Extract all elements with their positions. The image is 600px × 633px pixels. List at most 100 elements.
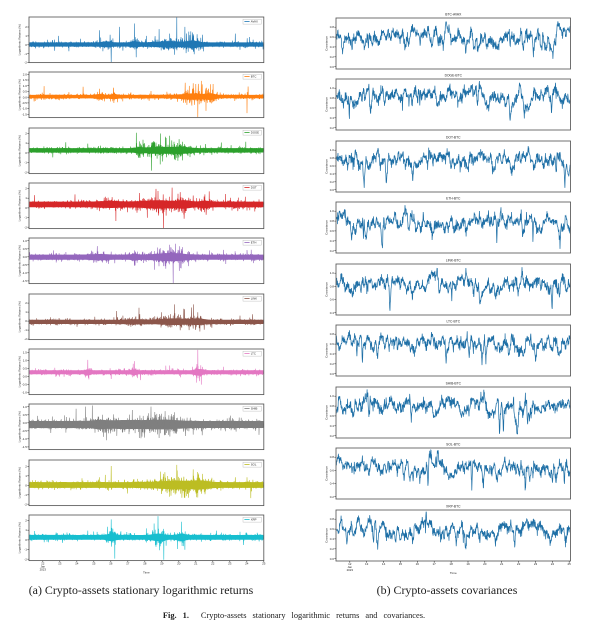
svg-text:0.2: 0.2 xyxy=(330,433,335,437)
svg-text:0.4: 0.4 xyxy=(330,171,335,175)
svg-text:Logarithmic Returns (%): Logarithmic Returns (%) xyxy=(18,246,22,277)
svg-text:-1.0: -1.0 xyxy=(22,437,28,441)
svg-text:18: 18 xyxy=(450,562,454,566)
svg-text:1.0: 1.0 xyxy=(23,239,28,243)
svg-text:0.6: 0.6 xyxy=(330,229,335,233)
svg-text:15: 15 xyxy=(92,562,96,566)
svg-text:1: 1 xyxy=(25,310,27,314)
svg-text:Logarithmic Returns (%): Logarithmic Returns (%) xyxy=(18,301,22,332)
svg-text:AVAX: AVAX xyxy=(251,20,258,24)
svg-text:SOL: SOL xyxy=(251,462,257,466)
svg-text:Covariance: Covariance xyxy=(325,466,329,481)
svg-text:13: 13 xyxy=(58,562,62,566)
svg-text:1.0: 1.0 xyxy=(23,405,28,409)
svg-text:-1: -1 xyxy=(24,52,27,56)
svg-text:0.4: 0.4 xyxy=(330,45,335,49)
svg-text:21: 21 xyxy=(500,562,504,566)
svg-text:-1.5: -1.5 xyxy=(22,445,28,449)
svg-text:DOT: DOT xyxy=(251,186,257,190)
svg-text:Covariance: Covariance xyxy=(325,281,329,296)
svg-text:1: 1 xyxy=(25,474,27,478)
svg-text:1.0: 1.0 xyxy=(330,394,335,398)
svg-text:0.0: 0.0 xyxy=(23,421,28,425)
svg-text:0.8: 0.8 xyxy=(330,332,335,336)
svg-text:Logarithmic Returns (%): Logarithmic Returns (%) xyxy=(18,135,22,166)
svg-text:0.8: 0.8 xyxy=(330,284,335,288)
svg-text:0.6: 0.6 xyxy=(330,414,335,418)
svg-text:Jan: Jan xyxy=(41,565,46,569)
svg-text:0.2: 0.2 xyxy=(330,495,335,499)
svg-text:25: 25 xyxy=(262,562,266,566)
svg-text:0.0: 0.0 xyxy=(330,64,335,68)
svg-text:0.6: 0.6 xyxy=(330,164,335,168)
svg-text:19: 19 xyxy=(467,562,471,566)
svg-text:LINK-BTC: LINK-BTC xyxy=(446,258,462,262)
svg-text:Covariance: Covariance xyxy=(325,158,329,173)
svg-text:1.0: 1.0 xyxy=(330,86,335,90)
svg-text:2023: 2023 xyxy=(347,567,354,571)
svg-text:0.2: 0.2 xyxy=(330,179,335,183)
svg-text:0.4: 0.4 xyxy=(330,116,335,120)
svg-text:-2: -2 xyxy=(24,225,27,229)
svg-text:Logarithmic Returns (%): Logarithmic Returns (%) xyxy=(18,24,22,55)
svg-text:Jan: Jan xyxy=(348,565,353,569)
svg-text:0.4: 0.4 xyxy=(330,310,335,314)
svg-text:0.0: 0.0 xyxy=(23,96,28,100)
svg-text:BTC-AVAX: BTC-AVAX xyxy=(445,12,462,16)
svg-text:DOGE: DOGE xyxy=(251,130,259,134)
svg-text:1.0: 1.0 xyxy=(330,271,335,275)
svg-text:Covariance: Covariance xyxy=(325,404,329,419)
svg-text:0: 0 xyxy=(25,483,27,487)
svg-text:-1: -1 xyxy=(24,493,27,497)
svg-text:0.6: 0.6 xyxy=(330,342,335,346)
svg-text:1.0: 1.0 xyxy=(23,359,28,363)
svg-text:18: 18 xyxy=(143,562,147,566)
svg-text:0: 0 xyxy=(25,319,27,323)
svg-text:-1: -1 xyxy=(24,160,27,164)
svg-text:25: 25 xyxy=(568,562,572,566)
svg-text:Logarithmic Returns (%): Logarithmic Returns (%) xyxy=(18,79,22,110)
svg-text:23: 23 xyxy=(534,562,538,566)
svg-text:Covariance: Covariance xyxy=(325,35,329,50)
svg-text:0.8: 0.8 xyxy=(330,404,335,408)
svg-text:0.0: 0.0 xyxy=(330,187,335,191)
svg-text:0: 0 xyxy=(25,538,27,542)
svg-text:ETH: ETH xyxy=(251,241,257,245)
svg-text:SHIB: SHIB xyxy=(251,407,258,411)
svg-text:-1: -1 xyxy=(24,548,27,552)
svg-text:12: 12 xyxy=(41,562,45,566)
svg-text:14: 14 xyxy=(382,562,386,566)
svg-text:-1.0: -1.0 xyxy=(22,390,28,394)
svg-text:DOT-BTC: DOT-BTC xyxy=(446,135,461,139)
svg-text:0: 0 xyxy=(25,151,27,155)
svg-text:-2: -2 xyxy=(24,170,27,174)
svg-text:2: 2 xyxy=(25,519,27,523)
svg-text:0: 0 xyxy=(25,43,27,47)
svg-text:LTC: LTC xyxy=(251,352,256,356)
svg-text:0.6: 0.6 xyxy=(330,35,335,39)
svg-text:-0.5: -0.5 xyxy=(22,263,28,267)
svg-text:0.6: 0.6 xyxy=(330,106,335,110)
svg-text:17: 17 xyxy=(126,562,130,566)
svg-text:22: 22 xyxy=(211,562,215,566)
svg-text:-2: -2 xyxy=(24,61,27,65)
svg-text:-0.5: -0.5 xyxy=(22,101,28,105)
svg-text:1.0: 1.0 xyxy=(330,148,335,152)
svg-text:13: 13 xyxy=(365,562,369,566)
svg-text:LINK: LINK xyxy=(251,296,257,300)
svg-text:-2: -2 xyxy=(24,337,27,341)
svg-text:24: 24 xyxy=(551,562,555,566)
svg-text:Covariance: Covariance xyxy=(325,97,329,112)
svg-text:12: 12 xyxy=(348,562,352,566)
svg-text:Covariance: Covariance xyxy=(325,343,329,358)
svg-text:-1: -1 xyxy=(24,328,27,332)
svg-text:0.4: 0.4 xyxy=(330,423,335,427)
svg-text:-1.5: -1.5 xyxy=(22,113,28,117)
svg-text:20: 20 xyxy=(177,562,181,566)
svg-text:Covariance: Covariance xyxy=(325,527,329,542)
svg-text:LTC-BTC: LTC-BTC xyxy=(447,319,461,323)
svg-text:16: 16 xyxy=(416,562,420,566)
svg-text:21: 21 xyxy=(194,562,198,566)
svg-text:0.8: 0.8 xyxy=(330,25,335,29)
svg-text:-0.5: -0.5 xyxy=(22,382,28,386)
